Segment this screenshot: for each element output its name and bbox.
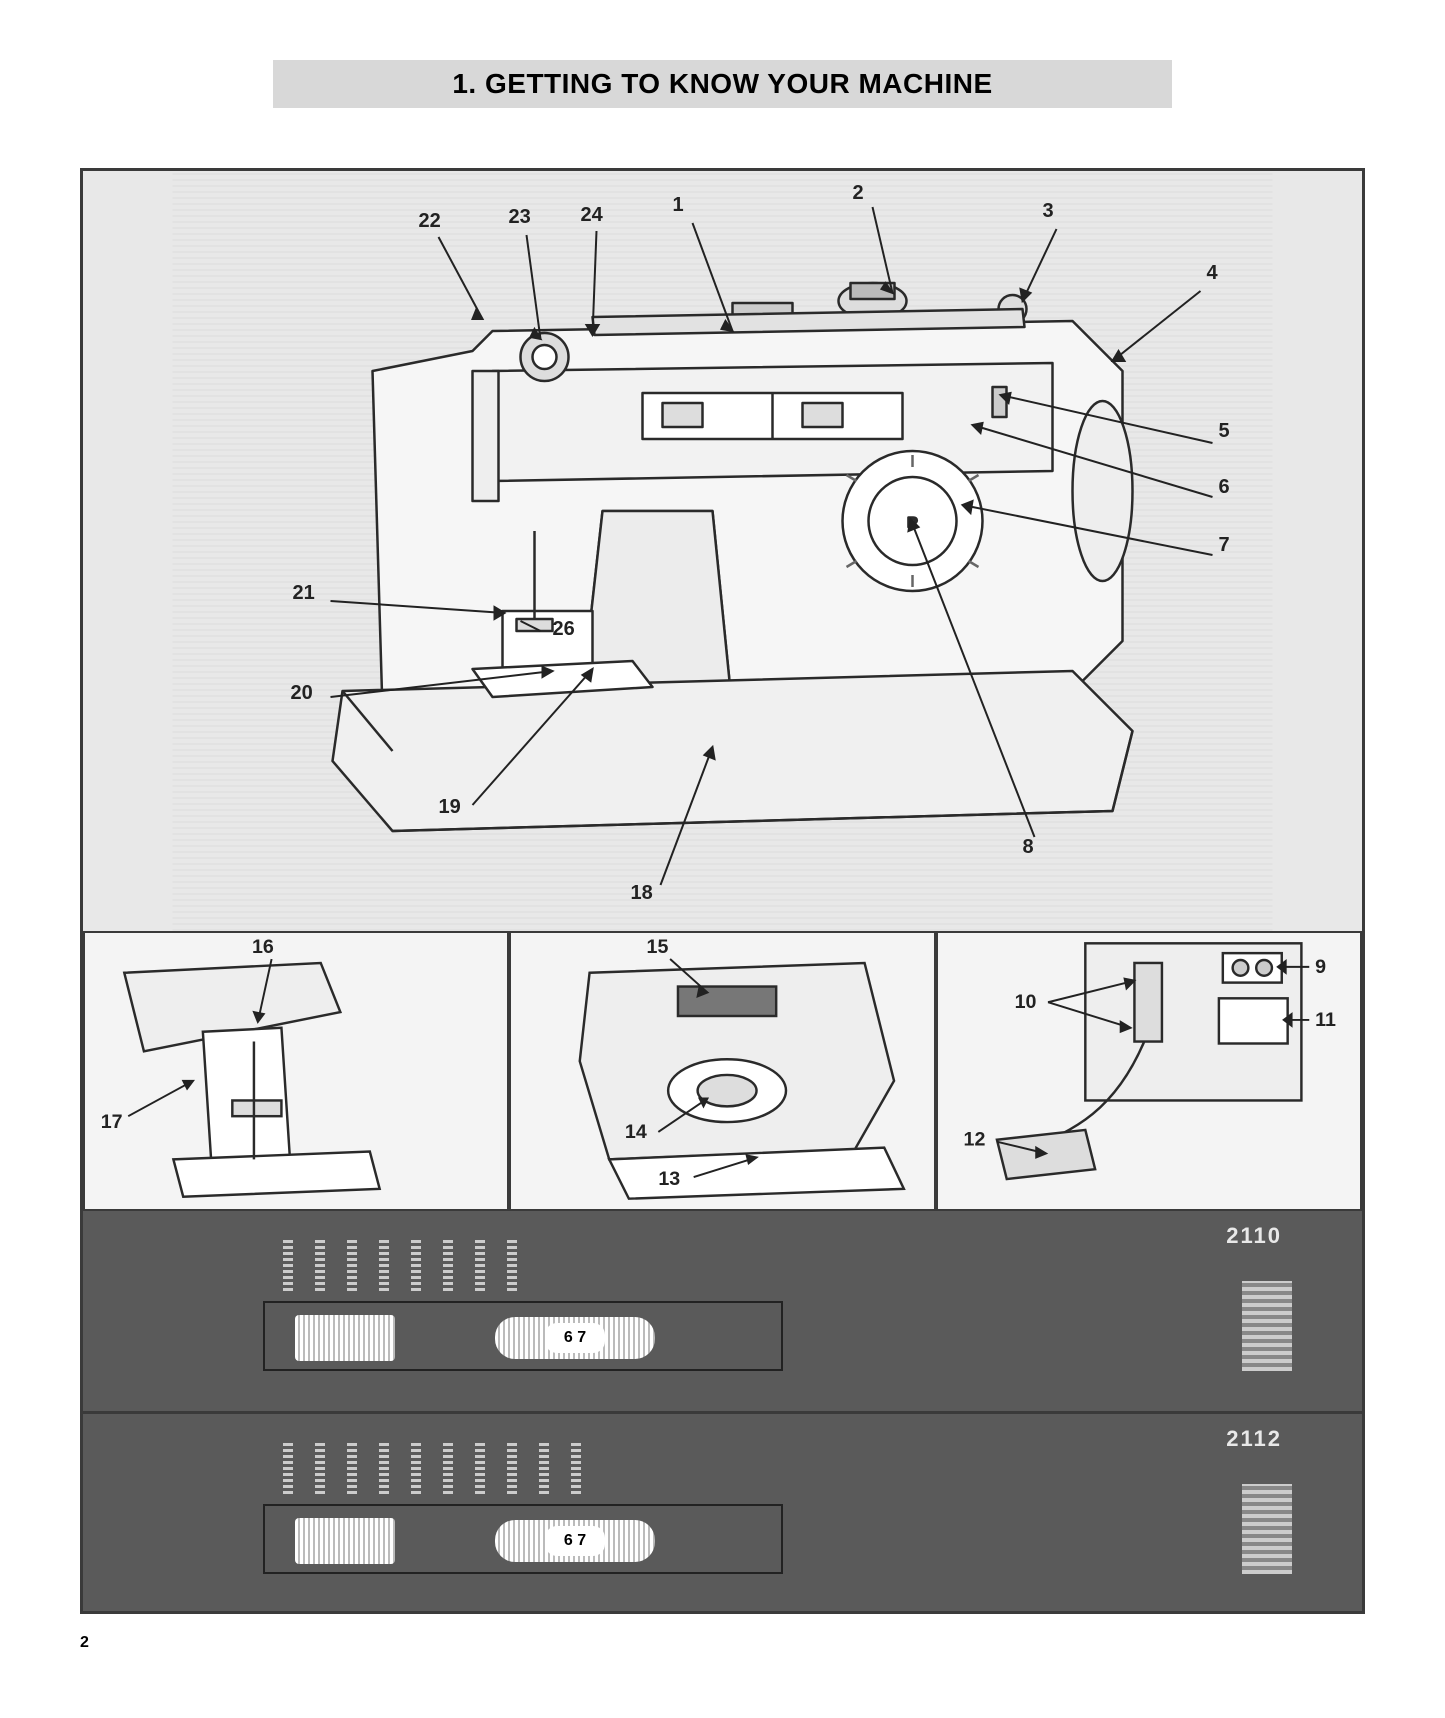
stitch-icons-0 <box>283 1239 517 1291</box>
callout-12-num: 12 <box>963 1129 985 1151</box>
manual-figure-frame: R <box>80 168 1365 1614</box>
callout-1-num: 1 <box>673 194 684 216</box>
callout-19-num: 19 <box>439 796 461 818</box>
dial-panel-1: 6 7 <box>263 1504 783 1574</box>
dial-panel-0: 6 7 <box>263 1301 783 1371</box>
callout-4-num: 4 <box>1207 262 1219 284</box>
callout-24-num: 24 <box>581 204 604 226</box>
page-number: 2 <box>80 1634 1365 1652</box>
callout-10-num: 10 <box>1014 991 1036 1013</box>
callout-9-num: 9 <box>1315 956 1326 978</box>
callout-2-num: 2 <box>853 182 864 204</box>
callout-6-num: 6 <box>1219 476 1230 498</box>
callout-21-num: 21 <box>293 582 315 604</box>
main-diagram: R <box>83 171 1362 931</box>
callout-16-num: 16 <box>252 936 274 958</box>
callout-20-num: 20 <box>291 682 313 704</box>
detail-row: 16 17 15 14 <box>83 931 1362 1211</box>
callout-7-num: 7 <box>1219 534 1230 556</box>
callout-5-num: 5 <box>1219 420 1230 442</box>
model-panel-0: 2110 6 7 <box>83 1211 1362 1411</box>
callout-15-num: 15 <box>647 936 669 958</box>
callout-26-num: 26 <box>553 618 575 640</box>
sewing-machine-illustration: R <box>83 171 1362 931</box>
dial-window-1: 6 7 <box>545 1526 605 1556</box>
callout-18-num: 18 <box>631 882 653 904</box>
dial-window-0: 6 7 <box>545 1323 605 1353</box>
stitch-sample-0 <box>1242 1281 1292 1371</box>
model-label-0: 2110 <box>1226 1223 1282 1249</box>
model-panel-1: 2112 6 7 <box>83 1411 1362 1611</box>
stitch-sample-1 <box>1242 1484 1292 1574</box>
model-label-1: 2112 <box>1226 1426 1282 1452</box>
callout-17-num: 17 <box>101 1111 123 1133</box>
callout-22-num: 22 <box>419 210 441 232</box>
detail-left: 16 17 <box>83 931 509 1211</box>
section-title: 1. GETTING TO KNOW YOUR MACHINE <box>273 60 1173 108</box>
callout-3-num: 3 <box>1043 200 1054 222</box>
callout-8-num: 8 <box>1023 836 1034 858</box>
detail-right: 9 11 10 12 <box>936 931 1362 1211</box>
callout-14-num: 14 <box>625 1121 647 1143</box>
callout-11-num: 11 <box>1315 1009 1336 1031</box>
callout-23-num: 23 <box>509 206 531 228</box>
detail-center: 15 14 13 <box>509 931 935 1211</box>
callout-13-num: 13 <box>659 1168 681 1190</box>
stitch-icons-1 <box>283 1442 581 1494</box>
